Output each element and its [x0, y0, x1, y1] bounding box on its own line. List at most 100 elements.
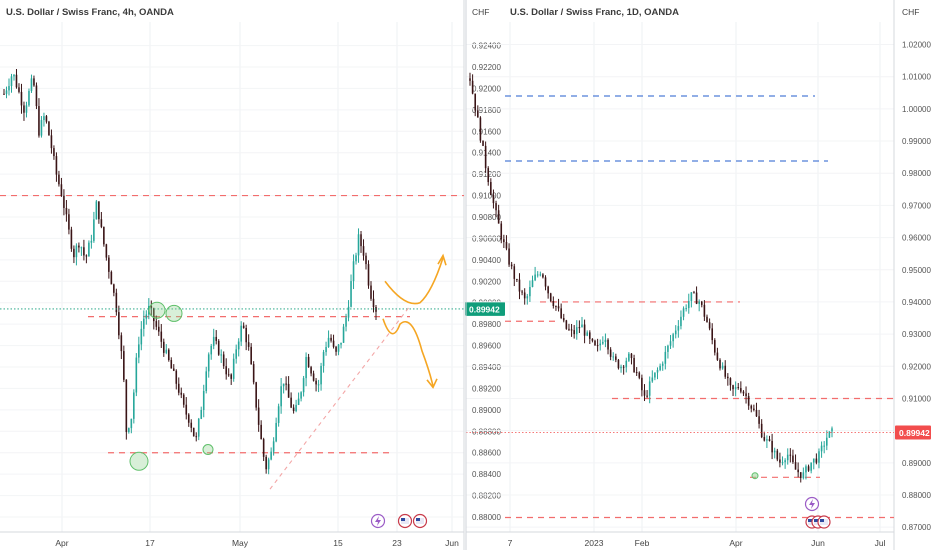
candle-body: [745, 393, 747, 397]
candle-body: [140, 328, 143, 345]
candle-body: [270, 451, 272, 460]
candle-body: [630, 353, 633, 359]
candle-body: [95, 201, 98, 220]
candle-body: [172, 368, 175, 371]
candle-body: [280, 386, 282, 407]
candle-body: [340, 342, 342, 345]
y-tick-label: 0.98000: [902, 169, 931, 178]
candle-body: [586, 332, 588, 336]
candle-body: [352, 261, 355, 282]
candle-body: [622, 366, 625, 368]
candle-body: [737, 387, 740, 389]
y-tick-label: 0.91000: [472, 192, 501, 201]
x-tick-label: Apr: [729, 538, 742, 548]
candle-body: [542, 274, 544, 278]
y-tick-label: 0.91000: [902, 394, 931, 403]
candle-body: [588, 332, 591, 339]
candle-body: [729, 378, 732, 386]
last-price-tag[interactable]: [895, 425, 931, 440]
x-tick-label: 15: [333, 538, 343, 548]
candle-body: [48, 121, 50, 136]
arrow-down-path: [382, 318, 434, 387]
candle-body: [766, 439, 768, 441]
candle-body: [534, 274, 536, 281]
y-tick-label: 0.89600: [472, 342, 501, 351]
candle-body: [490, 182, 492, 195]
y-tick-label: 0.88600: [472, 449, 501, 458]
candle-body: [265, 456, 267, 470]
candle-body: [252, 364, 255, 383]
candle-body: [768, 439, 771, 441]
candle-body: [165, 349, 168, 353]
x-tick-label: Jul: [875, 538, 886, 548]
candle-body: [290, 397, 292, 408]
candle-body: [337, 344, 340, 352]
candle-body: [568, 328, 570, 330]
candle-body: [115, 292, 118, 313]
candle-body: [734, 387, 737, 390]
candle-body: [612, 356, 615, 358]
candle-body: [763, 437, 766, 441]
y-tick-label: 0.92000: [902, 362, 931, 371]
candle-body: [33, 78, 35, 86]
x-tick-label: Apr: [55, 538, 68, 548]
right-chart[interactable]: 7 2023 Feb Apr Jun Jul 1.02000 1.01000 1.00000 0.…: [465, 0, 931, 550]
candle-body: [643, 390, 646, 396]
flag-canton: [401, 518, 405, 521]
candle-body: [277, 406, 280, 423]
candle-body: [513, 266, 516, 279]
candle-body: [58, 174, 60, 185]
y-tick-label: 0.89800: [472, 320, 501, 329]
candle-body: [245, 327, 247, 343]
candle-body: [362, 246, 365, 256]
candle-body: [661, 363, 664, 366]
candle-body: [372, 298, 375, 308]
candle-body: [322, 352, 325, 366]
candle-body: [575, 327, 578, 335]
candle-body: [695, 292, 698, 304]
candle-body: [105, 244, 108, 258]
candle-body: [609, 349, 612, 357]
candle-body: [357, 234, 360, 256]
left-chart[interactable]: Apr 17 May 15 23 Jun 0.92400 0.92200 0.92000 0.91…: [0, 0, 505, 550]
candle-body: [310, 367, 312, 374]
x-tick-label: Jun: [445, 538, 459, 548]
candle-body: [200, 409, 203, 419]
candle-body: [758, 416, 760, 424]
candle-body: [73, 248, 75, 258]
candle-body: [350, 281, 352, 307]
candle-body: [492, 194, 495, 204]
candle-body: [145, 314, 148, 319]
last-price-tag[interactable]: [465, 301, 505, 316]
candle-body: [750, 405, 753, 409]
candle-body: [508, 248, 510, 265]
arrow-up-head-icon: [437, 253, 447, 266]
candle-body: [128, 428, 130, 433]
candle-body: [50, 135, 53, 149]
candle-body: [215, 336, 218, 341]
candle-body: [755, 410, 758, 417]
candle-body: [469, 78, 471, 81]
candle-body: [118, 312, 120, 336]
candle-body: [781, 462, 784, 464]
candle-body: [302, 378, 305, 393]
candle-body: [799, 472, 802, 479]
candle-body: [53, 148, 55, 157]
candle-body: [175, 370, 178, 384]
y-tick-label: 0.87000: [902, 523, 931, 532]
candle-body: [282, 383, 285, 387]
candle-body: [63, 195, 65, 208]
candle-body: [113, 284, 115, 293]
candle-body: [474, 93, 477, 111]
candle-body: [160, 331, 163, 342]
candle-body: [205, 371, 208, 392]
candle-body: [43, 116, 45, 121]
candle-body: [716, 352, 719, 360]
x-tick-label: 17: [145, 538, 155, 548]
candle-body: [531, 280, 534, 287]
right-chart-title: U.S. Dollar / Swiss Franc, 1D, OANDA: [510, 7, 679, 18]
candle-body: [510, 264, 513, 267]
candle-body: [549, 293, 552, 301]
candle-body: [687, 300, 690, 309]
